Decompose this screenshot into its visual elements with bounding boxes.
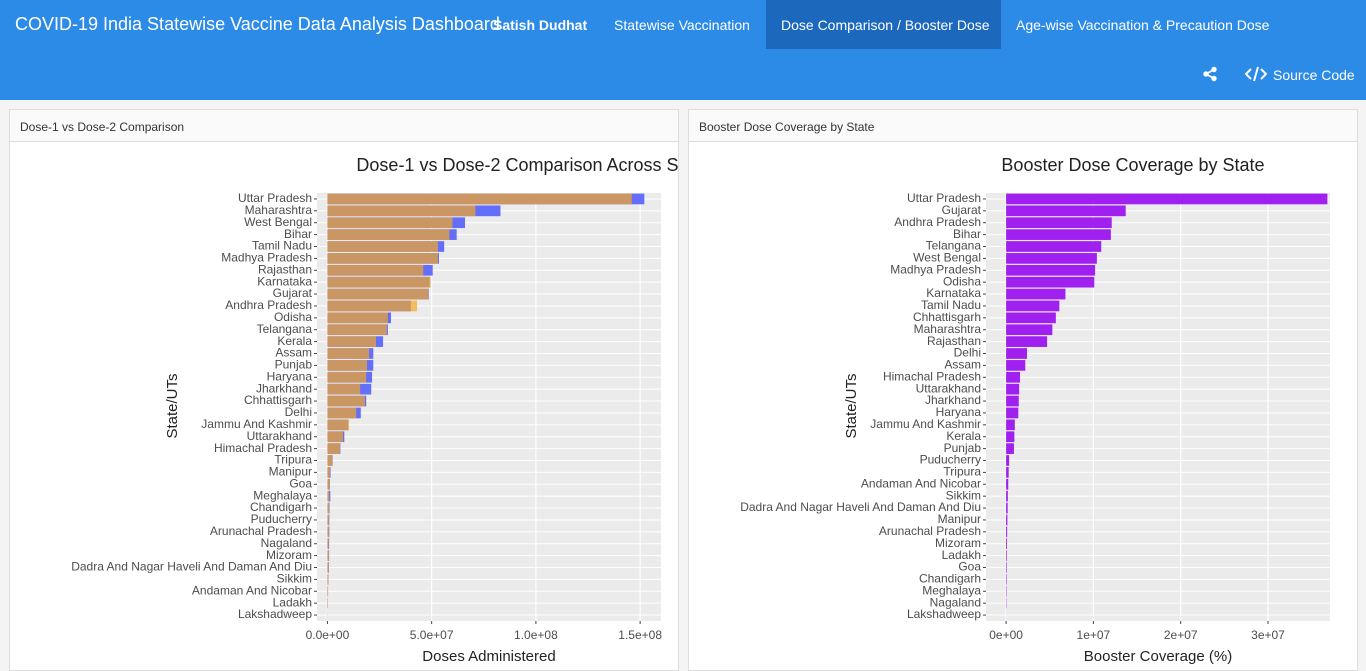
bar bbox=[327, 396, 365, 407]
bar bbox=[1006, 503, 1008, 514]
bar bbox=[1006, 550, 1007, 561]
bar bbox=[1006, 324, 1052, 335]
bar bbox=[327, 550, 328, 561]
nav-tab[interactable]: Statewise Vaccination bbox=[614, 17, 750, 33]
bar bbox=[1006, 538, 1007, 549]
bar bbox=[327, 253, 437, 264]
bar bbox=[1006, 562, 1007, 573]
x-tick-label: 2e+07 bbox=[1164, 628, 1198, 642]
x-axis-title: Doses Administered bbox=[422, 648, 555, 665]
bar bbox=[1006, 467, 1009, 478]
x-tick-label: 5.0e+07 bbox=[410, 628, 454, 642]
bar bbox=[1006, 336, 1047, 347]
bar bbox=[327, 479, 329, 490]
bar bbox=[327, 265, 423, 276]
author: Satish Dudhat bbox=[493, 17, 587, 33]
bar bbox=[327, 491, 329, 502]
bar bbox=[1006, 396, 1019, 407]
bar bbox=[327, 562, 328, 573]
bar bbox=[327, 336, 376, 347]
navbar: COVID-19 India Statewise Vaccine Data An… bbox=[0, 0, 1366, 100]
bar bbox=[327, 586, 328, 597]
bar bbox=[327, 277, 430, 288]
bar bbox=[327, 526, 328, 537]
bar bbox=[1006, 289, 1065, 300]
y-axis-title: State/UTs bbox=[164, 373, 181, 438]
bar bbox=[1006, 229, 1111, 240]
bar bbox=[327, 538, 328, 549]
bar bbox=[1006, 431, 1014, 442]
bar bbox=[327, 205, 475, 216]
bar bbox=[1006, 574, 1007, 585]
bar bbox=[327, 408, 356, 419]
card-title: Booster Dose Coverage by State bbox=[689, 110, 1357, 142]
bar bbox=[327, 241, 437, 252]
bar bbox=[1006, 312, 1056, 323]
chart: Dose-1 vs Dose-2 Comparison Across State… bbox=[10, 142, 678, 670]
bar bbox=[1006, 443, 1014, 454]
x-axis-title: Booster Coverage (%) bbox=[1084, 648, 1232, 665]
card-title: Dose-1 vs Dose-2 Comparison bbox=[10, 110, 678, 142]
x-tick-label: 3e+07 bbox=[1251, 628, 1285, 642]
bar bbox=[1006, 526, 1007, 537]
bar bbox=[1006, 205, 1126, 216]
bar bbox=[327, 360, 367, 371]
bar bbox=[1006, 491, 1008, 502]
bar bbox=[327, 503, 329, 514]
bar bbox=[1006, 455, 1009, 466]
x-tick-label: 0e+00 bbox=[989, 628, 1023, 642]
bar bbox=[1006, 479, 1008, 490]
bar bbox=[327, 467, 330, 478]
bar bbox=[327, 348, 369, 359]
x-tick-label: 1.0e+08 bbox=[514, 628, 558, 642]
bar bbox=[1006, 301, 1059, 312]
bar bbox=[1006, 217, 1112, 228]
y-axis-title: State/UTs bbox=[843, 373, 860, 438]
nav-tab[interactable]: Age-wise Vaccination & Precaution Dose bbox=[1016, 17, 1269, 33]
bar bbox=[327, 574, 328, 585]
bar bbox=[1006, 384, 1019, 395]
bar bbox=[327, 289, 428, 300]
source-code-link[interactable]: Source Code bbox=[1273, 67, 1355, 83]
chart-title: Booster Dose Coverage by State bbox=[1001, 155, 1264, 175]
y-tick-label: Lakshadweep bbox=[238, 607, 312, 621]
bar bbox=[1006, 419, 1015, 430]
bar bbox=[1006, 241, 1101, 252]
card: Booster Dose Coverage by State Booster D… bbox=[688, 109, 1358, 671]
x-tick-label: 1.5e+08 bbox=[618, 628, 662, 642]
bar bbox=[1006, 194, 1327, 205]
bar bbox=[1006, 408, 1018, 419]
bar bbox=[327, 372, 366, 383]
bar bbox=[1006, 372, 1020, 383]
nav-tab[interactable]: Dose Comparison / Booster Dose bbox=[781, 17, 990, 33]
bar bbox=[327, 431, 343, 442]
share-icon[interactable] bbox=[1202, 66, 1218, 82]
bar bbox=[327, 194, 631, 205]
bar bbox=[327, 515, 328, 526]
bar bbox=[1006, 348, 1027, 359]
y-tick-label: Lakshadweep bbox=[907, 607, 981, 621]
bar bbox=[327, 324, 386, 335]
x-tick-label: 0.0e+00 bbox=[306, 628, 350, 642]
bar bbox=[327, 229, 449, 240]
code-icon[interactable] bbox=[1245, 66, 1267, 82]
chart-title: Dose-1 vs Dose-2 Comparison Across State… bbox=[356, 155, 678, 175]
bar bbox=[327, 217, 452, 228]
x-tick-label: 1e+07 bbox=[1077, 628, 1111, 642]
card: Dose-1 vs Dose-2 Comparison Dose-1 vs Do… bbox=[9, 109, 679, 671]
bar bbox=[1006, 265, 1095, 276]
app-title: COVID-19 India Statewise Vaccine Data An… bbox=[15, 14, 500, 35]
bar bbox=[327, 384, 360, 395]
bar bbox=[1006, 515, 1007, 526]
bar bbox=[327, 419, 348, 430]
bar bbox=[1006, 360, 1025, 371]
bar bbox=[327, 301, 417, 312]
bar bbox=[1006, 277, 1094, 288]
bar bbox=[327, 443, 340, 454]
bar bbox=[327, 312, 387, 323]
bar bbox=[327, 455, 332, 466]
bar bbox=[1006, 253, 1097, 264]
